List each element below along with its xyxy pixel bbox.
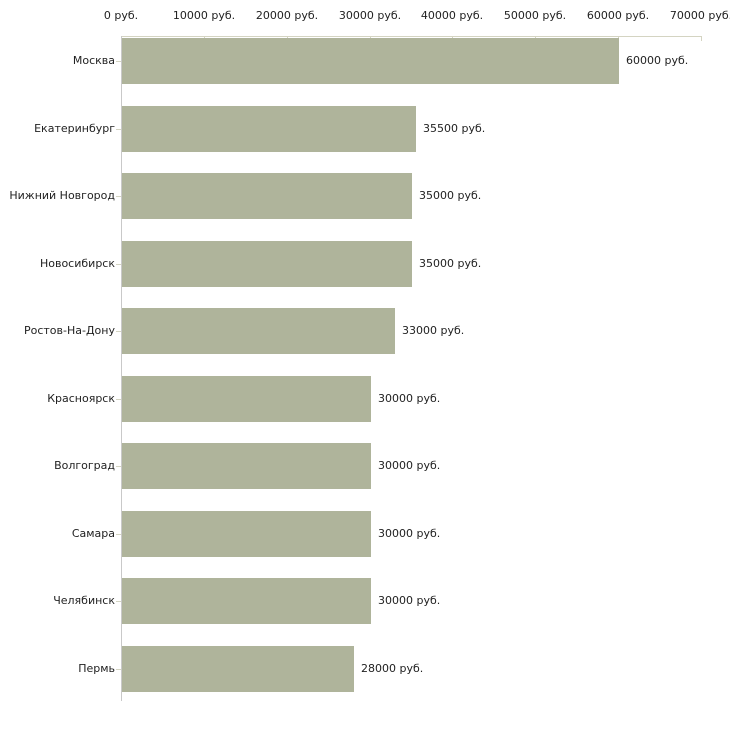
category-label: Нижний Новгород (9, 189, 115, 202)
y-axis-line (121, 36, 122, 701)
category-label: Челябинск (53, 594, 115, 607)
category-label: Москва (72, 54, 115, 67)
x-axis-tick-label: 10000 руб. (172, 9, 236, 22)
bar-row: Волгоград 30000 руб. (0, 443, 730, 489)
bar (122, 106, 416, 152)
category-label: Волгоград (54, 459, 115, 472)
category-tick (116, 669, 121, 670)
x-axis-line (121, 36, 702, 37)
bar (122, 443, 371, 489)
value-label: 30000 руб. (378, 527, 441, 540)
value-label: 35000 руб. (419, 189, 482, 202)
bar (122, 308, 395, 354)
bar-row: Самара 30000 руб. (0, 511, 730, 557)
category-label: Ростов-На-Дону (23, 324, 115, 337)
category-label: Красноярск (47, 392, 115, 405)
x-axis-tick-label: 0 руб. (103, 9, 139, 22)
bar (122, 241, 412, 287)
bar-row: Новосибирск 35000 руб. (0, 241, 730, 287)
category-tick (116, 466, 121, 467)
category-tick (116, 264, 121, 265)
value-label: 33000 руб. (402, 324, 465, 337)
bar (122, 38, 619, 84)
x-axis-tick-label: 40000 руб. (420, 9, 484, 22)
x-axis-tick-label: 60000 руб. (586, 9, 650, 22)
category-label: Пермь (78, 662, 115, 675)
category-tick (116, 129, 121, 130)
x-axis-tick-label: 50000 руб. (503, 9, 567, 22)
bar-row: Красноярск 30000 руб. (0, 376, 730, 422)
category-tick (116, 399, 121, 400)
value-label: 35500 руб. (423, 122, 486, 135)
value-label: 28000 руб. (361, 662, 424, 675)
bar-row: Нижний Новгород 35000 руб. (0, 173, 730, 219)
x-axis-tick-label: 30000 руб. (338, 9, 402, 22)
bar (122, 376, 371, 422)
x-axis-tick (701, 36, 702, 41)
bar (122, 511, 371, 557)
value-label: 60000 руб. (626, 54, 689, 67)
x-axis-tick-label: 20000 руб. (255, 9, 319, 22)
value-label: 30000 руб. (378, 459, 441, 472)
value-label: 30000 руб. (378, 392, 441, 405)
bar-row: Челябинск 30000 руб. (0, 578, 730, 624)
bar (122, 646, 354, 692)
category-label: Новосибирск (39, 257, 115, 270)
bar (122, 578, 371, 624)
category-label: Екатеринбург (34, 122, 115, 135)
bar-row: Пермь 28000 руб. (0, 646, 730, 692)
x-axis-tick-label: 70000 руб. (669, 9, 730, 22)
category-label: Самара (71, 527, 115, 540)
bar-row: Екатеринбург 35500 руб. (0, 106, 730, 152)
bar-row: Ростов-На-Дону 33000 руб. (0, 308, 730, 354)
bar (122, 173, 412, 219)
category-tick (116, 331, 121, 332)
category-tick (116, 601, 121, 602)
value-label: 35000 руб. (419, 257, 482, 270)
value-label: 30000 руб. (378, 594, 441, 607)
category-tick (116, 61, 121, 62)
category-tick (116, 534, 121, 535)
bar-row: Москва 60000 руб. (0, 38, 730, 84)
category-tick (116, 196, 121, 197)
